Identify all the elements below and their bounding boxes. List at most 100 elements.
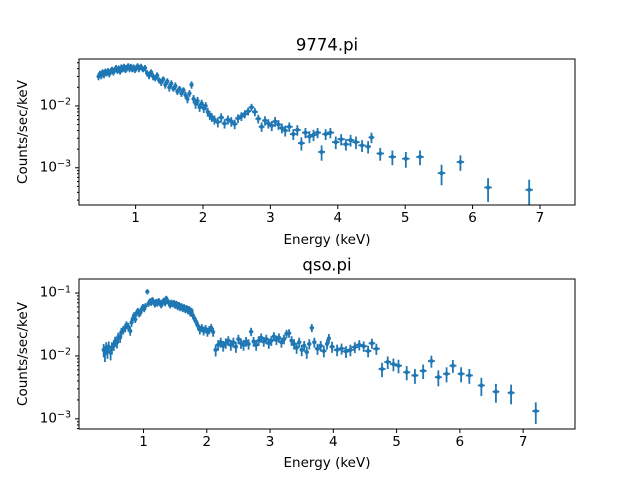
data-point [264,337,269,342]
y-tick-label: 10−1 [39,283,71,301]
data-point [385,359,390,365]
x-tick-label: 1 [139,434,148,450]
data-point [175,89,180,94]
data-point [299,141,304,146]
data-point [189,308,194,313]
data-point [299,347,304,352]
data-point [315,346,320,351]
data-point [254,342,259,347]
data-point [248,329,254,334]
data-point [329,344,335,349]
data-point [177,86,182,91]
data-point [287,124,292,129]
data-point [444,371,449,376]
data-point [251,339,256,344]
data-point [233,344,238,349]
data-point [259,335,264,340]
data-point [232,121,237,127]
data-point [312,340,317,345]
data-point [379,366,385,372]
data-point [187,91,192,96]
data-point [197,105,202,110]
data-point [283,128,288,133]
y-tick-label: 10−3 [39,409,71,427]
data-point [185,96,190,101]
data-point [378,151,383,156]
x-tick-label: 5 [400,210,410,226]
data-point [219,115,224,120]
data-point [302,343,307,348]
data-point [304,350,309,355]
axes-frame [78,58,576,206]
axes-frame [78,278,576,430]
data-point [439,170,444,176]
data-point [189,82,194,87]
series-qso.pi [101,289,540,424]
data-point [509,390,514,395]
y-axis-label-bottom: Counts/sec/keV [15,302,31,406]
data-point [333,140,338,145]
data-point [279,340,284,345]
data-point [353,140,359,145]
data-point [259,124,264,129]
data-point [181,88,186,93]
data-point [165,79,170,84]
data-point [199,101,204,106]
y-tick-label: 10−2 [39,96,71,114]
data-point [339,346,344,351]
series-9774.pi [96,63,533,205]
data-point [228,342,233,347]
data-point [179,91,184,96]
data-point [262,118,268,123]
data-point [279,125,284,131]
data-point [269,338,274,343]
data-point [195,98,200,104]
data-point [191,96,196,101]
x-tick-label: 6 [455,434,465,450]
data-point [161,77,166,82]
data-point [343,142,348,147]
data-point [256,116,261,121]
data-point [213,347,218,352]
data-point [366,348,371,354]
data-point [289,338,294,343]
data-point [303,130,308,135]
data-point [163,82,168,87]
data-point [143,303,148,309]
x-tick-label: 3 [265,434,275,450]
data-point [326,336,331,341]
x-tick-label: 2 [202,434,212,450]
data-point [246,341,251,347]
data-point [485,185,491,190]
x-tick-label: 3 [266,210,275,226]
x-tick-label: 7 [518,434,528,450]
data-point [145,289,150,294]
data-point [467,373,472,378]
data-point [493,389,499,394]
data-point [128,328,133,334]
data-point [404,370,409,375]
data-point [319,149,324,155]
data-point [235,116,241,121]
data-point [221,343,226,348]
data-point [142,65,148,71]
data-point [203,103,208,109]
data-point [256,338,261,343]
data-point [169,81,174,86]
plot-title-9774: 9774.pi [295,35,359,55]
data-point [294,345,299,350]
x-tick-label: 4 [333,210,343,226]
data-point [417,154,423,159]
data-point [269,123,274,128]
data-point [242,111,247,117]
data-point [239,114,244,119]
data-point [318,343,323,348]
data-point [292,341,297,347]
x-tick-label: 2 [198,210,208,226]
x-tick-label: 7 [535,210,545,226]
data-point [297,340,302,345]
data-point [211,329,216,335]
data-point [348,138,353,143]
data-point [352,345,357,350]
data-point [429,358,434,364]
